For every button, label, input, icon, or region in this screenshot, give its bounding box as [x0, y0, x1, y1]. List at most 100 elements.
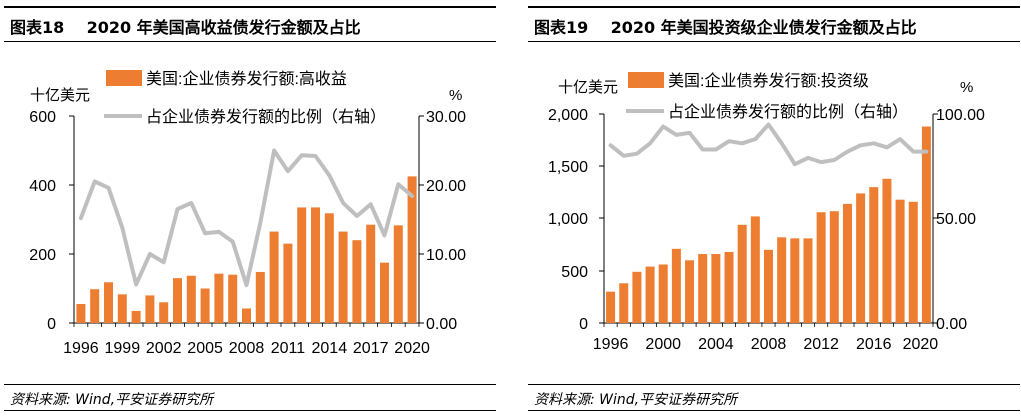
bar-2001 — [145, 295, 155, 323]
ratio-point-2004 — [190, 202, 192, 204]
bar-1996 — [606, 291, 616, 323]
bar-2002 — [685, 260, 695, 323]
x-tick-label: 2004 — [698, 336, 734, 353]
bar-2004 — [711, 254, 721, 323]
bar-2019 — [908, 201, 918, 323]
source-bar: 资料来源: Wind,平安证券研究所 — [4, 384, 496, 411]
ratio-point-2018 — [899, 138, 901, 140]
bar-2015 — [338, 231, 348, 323]
ratio-point-2001 — [675, 134, 677, 136]
ratio-point-2002 — [689, 132, 691, 134]
ratio-point-2010 — [273, 150, 275, 151]
x-tick-label: 2000 — [645, 336, 681, 353]
x-tick-label: 2020 — [903, 336, 939, 353]
bar-1998 — [632, 271, 642, 323]
bar-2016 — [869, 187, 879, 323]
ratio-point-2020 — [925, 151, 927, 153]
ratio-point-2007 — [232, 241, 234, 243]
investment-grade-chart: 0 500 1,000 1,500 2,000 0.00 50.00 100.00 1996 20… — [548, 72, 985, 353]
ratio-point-2001 — [149, 253, 151, 255]
bar-1997 — [90, 289, 100, 323]
ratio-point-2000 — [662, 126, 664, 128]
legend-bar-swatch — [106, 70, 142, 86]
figure-title-bar: 图表18 2020 年美国高收益债发行金额及占比 — [4, 6, 496, 42]
ratio-point-2003 — [177, 208, 178, 210]
ratio-point-2020 — [411, 195, 413, 197]
x-tick-label: 2020 — [394, 340, 430, 357]
x-tick-label: 2008 — [751, 336, 787, 353]
ratio-line-series — [608, 122, 929, 167]
ratio-point-1996 — [80, 217, 82, 219]
right-tick-label: 50.00 — [936, 211, 976, 228]
x-tick-label: 2017 — [353, 340, 389, 357]
left-tick-label: 400 — [29, 178, 56, 195]
x-tick-label: 2012 — [803, 336, 839, 353]
right-tick-label: 10.00 — [426, 247, 466, 264]
bar-2012 — [816, 212, 826, 323]
left-axis-unit: 十亿美元 — [558, 79, 618, 96]
ratio-point-2003 — [702, 149, 704, 151]
bar-2003 — [173, 278, 182, 323]
left-tick-label: 200 — [29, 247, 56, 264]
x-tick-label: 2016 — [856, 336, 892, 353]
left-tick-label: 1,000 — [548, 211, 588, 228]
left-tick-label: 1,500 — [548, 159, 588, 176]
right-tick-label: 100.00 — [936, 107, 985, 124]
ratio-point-2016 — [356, 215, 358, 217]
bar-2006 — [214, 273, 224, 323]
bar-2017 — [366, 224, 376, 323]
bar-2018 — [380, 262, 389, 323]
ratio-point-2013 — [315, 155, 316, 157]
x-tick-label: 2002 — [146, 340, 182, 357]
bar-2007 — [750, 216, 760, 323]
ratio-point-2015 — [342, 202, 344, 204]
bar-2020 — [407, 176, 417, 323]
bar-2005 — [200, 288, 210, 323]
x-tick-label: 2014 — [312, 340, 348, 357]
bar-2016 — [352, 240, 362, 323]
bar-2013 — [829, 211, 839, 323]
x-tick-label: 1996 — [593, 336, 629, 353]
right-tick-label: 0.00 — [936, 316, 967, 333]
legend-line-label: 占企业债券发行额的比例（右轴） — [146, 108, 386, 126]
x-tick-label: 1996 — [63, 340, 99, 357]
bar-2014 — [842, 203, 852, 323]
chart-panel-high-yield: 图表18 2020 年美国高收益债发行金额及占比 0 200 400 600 0.00 1… — [4, 0, 500, 420]
figure-title: 图表18 2020 年美国高收益债发行金额及占比 — [10, 14, 361, 38]
ratio-point-2005 — [728, 140, 730, 142]
ratio-point-2006 — [741, 142, 743, 144]
ratio-point-2008 — [246, 284, 247, 286]
ratio-point-2012 — [301, 154, 303, 156]
ratio-point-1998 — [636, 153, 638, 155]
x-tick-label: 2005 — [187, 340, 223, 357]
legend-line-label: 占企业债券发行额的比例（右轴） — [668, 103, 908, 121]
ratio-point-1996 — [610, 144, 612, 146]
x-tick-label: 2008 — [229, 340, 265, 357]
bar-2019 — [393, 225, 403, 323]
bar-2011 — [283, 243, 293, 323]
ratio-point-2019 — [397, 183, 399, 185]
bar-2007 — [228, 274, 238, 323]
ratio-point-1997 — [623, 155, 625, 157]
figure-title-bar: 图表19 2020 年美国投资级企业债发行金额及占比 — [528, 6, 1020, 42]
bar-2008 — [764, 249, 773, 323]
ratio-point-2009 — [259, 222, 261, 224]
ratio-point-1999 — [121, 227, 123, 229]
ratio-point-1999 — [649, 142, 651, 144]
ratio-point-2010 — [794, 163, 796, 165]
ratio-point-2011 — [807, 157, 809, 159]
figure-label: 图表19 — [534, 18, 589, 37]
bar-2018 — [895, 199, 905, 323]
legend-bar-label: 美国:企业债券发行额:投资级 — [668, 72, 869, 90]
x-tick-label: 1999 — [105, 340, 141, 357]
bar-2002 — [159, 302, 169, 323]
bar-2020 — [921, 126, 931, 323]
ratio-point-2005 — [204, 232, 206, 234]
source-note: 资料来源: Wind,平安证券研究所 — [10, 392, 214, 408]
bar-2011 — [803, 238, 813, 323]
ratio-point-2011 — [287, 170, 289, 172]
bar-2008 — [242, 308, 251, 323]
chart-panel-investment-grade: 图表19 2020 年美国投资级企业债发行金额及占比 0 500 1,000 1,50… — [528, 0, 1021, 420]
ratio-point-1997 — [94, 181, 96, 183]
bar-1999 — [117, 294, 127, 323]
